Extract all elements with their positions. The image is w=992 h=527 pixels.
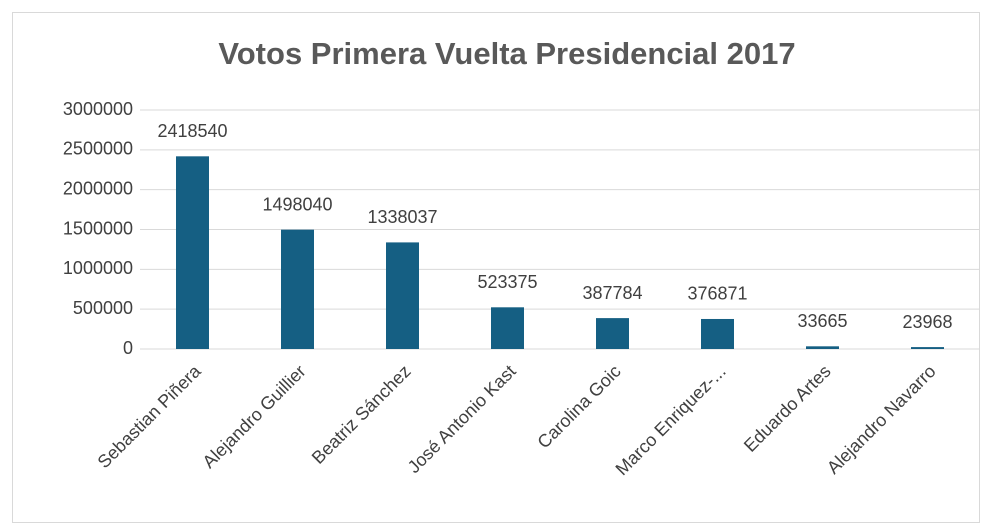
y-tick-label: 3000000 bbox=[63, 99, 133, 119]
bar bbox=[596, 318, 629, 349]
data-label: 523375 bbox=[477, 272, 537, 292]
chart-border bbox=[12, 12, 980, 523]
y-tick-label: 500000 bbox=[73, 298, 133, 318]
data-label: 387784 bbox=[582, 283, 642, 303]
y-tick-label: 1500000 bbox=[63, 218, 133, 238]
y-tick-label: 1000000 bbox=[63, 258, 133, 278]
y-tick-label: 2500000 bbox=[63, 139, 133, 159]
bar bbox=[386, 242, 419, 349]
bar bbox=[806, 346, 839, 349]
y-tick-label: 0 bbox=[123, 338, 133, 358]
data-label: 376871 bbox=[687, 284, 747, 304]
data-label: 1498040 bbox=[262, 194, 332, 214]
data-label: 33665 bbox=[797, 311, 847, 331]
bar bbox=[911, 347, 944, 349]
chart-title: Votos Primera Vuelta Presidencial 2017 bbox=[218, 36, 795, 71]
data-label: 1338037 bbox=[367, 207, 437, 227]
bar bbox=[701, 318, 734, 349]
bar bbox=[491, 307, 524, 349]
data-label: 2418540 bbox=[157, 121, 227, 141]
y-tick-label: 2000000 bbox=[63, 178, 133, 198]
bar bbox=[176, 156, 209, 349]
bar bbox=[281, 229, 314, 349]
data-label: 23968 bbox=[902, 312, 952, 332]
